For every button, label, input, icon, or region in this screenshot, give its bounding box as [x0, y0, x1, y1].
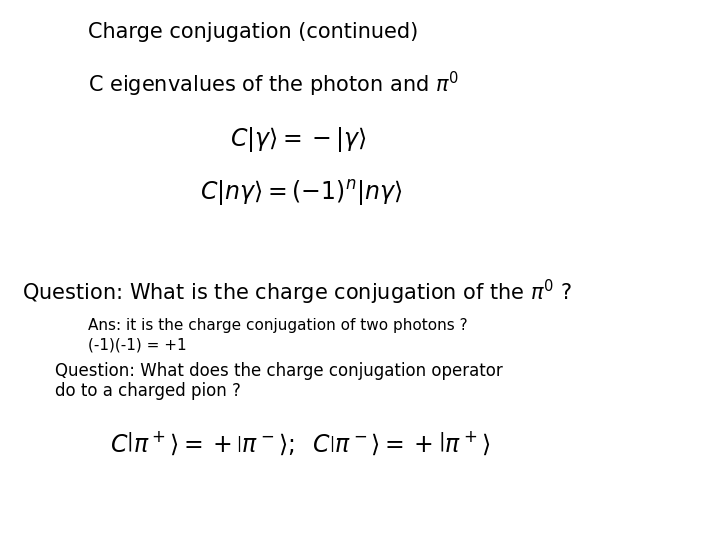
Text: Question: What does the charge conjugation operator: Question: What does the charge conjugati… [55, 362, 503, 380]
Text: $C|n\gamma\rangle=(-1)^n|n\gamma\rangle$: $C|n\gamma\rangle=(-1)^n|n\gamma\rangle$ [200, 178, 402, 208]
Text: $C\left|\pi^+\right\rangle=+\left|\pi^-\right\rangle;\;\; C\left|\pi^-\right\ran: $C\left|\pi^+\right\rangle=+\left|\pi^-\… [110, 430, 490, 457]
Text: $C|\gamma\rangle=-|\gamma\rangle$: $C|\gamma\rangle=-|\gamma\rangle$ [230, 125, 366, 154]
Text: Question: What is the charge conjugation of the $\pi^0$ ?: Question: What is the charge conjugation… [22, 278, 572, 307]
Text: C eigenvalues of the photon and $\pi^0$: C eigenvalues of the photon and $\pi^0$ [88, 70, 459, 99]
Text: do to a charged pion ?: do to a charged pion ? [55, 382, 241, 400]
Text: Charge conjugation (continued): Charge conjugation (continued) [88, 22, 418, 42]
Text: Ans: it is the charge conjugation of two photons ?: Ans: it is the charge conjugation of two… [88, 318, 467, 333]
Text: (-1)(-1) = +1: (-1)(-1) = +1 [88, 338, 186, 353]
